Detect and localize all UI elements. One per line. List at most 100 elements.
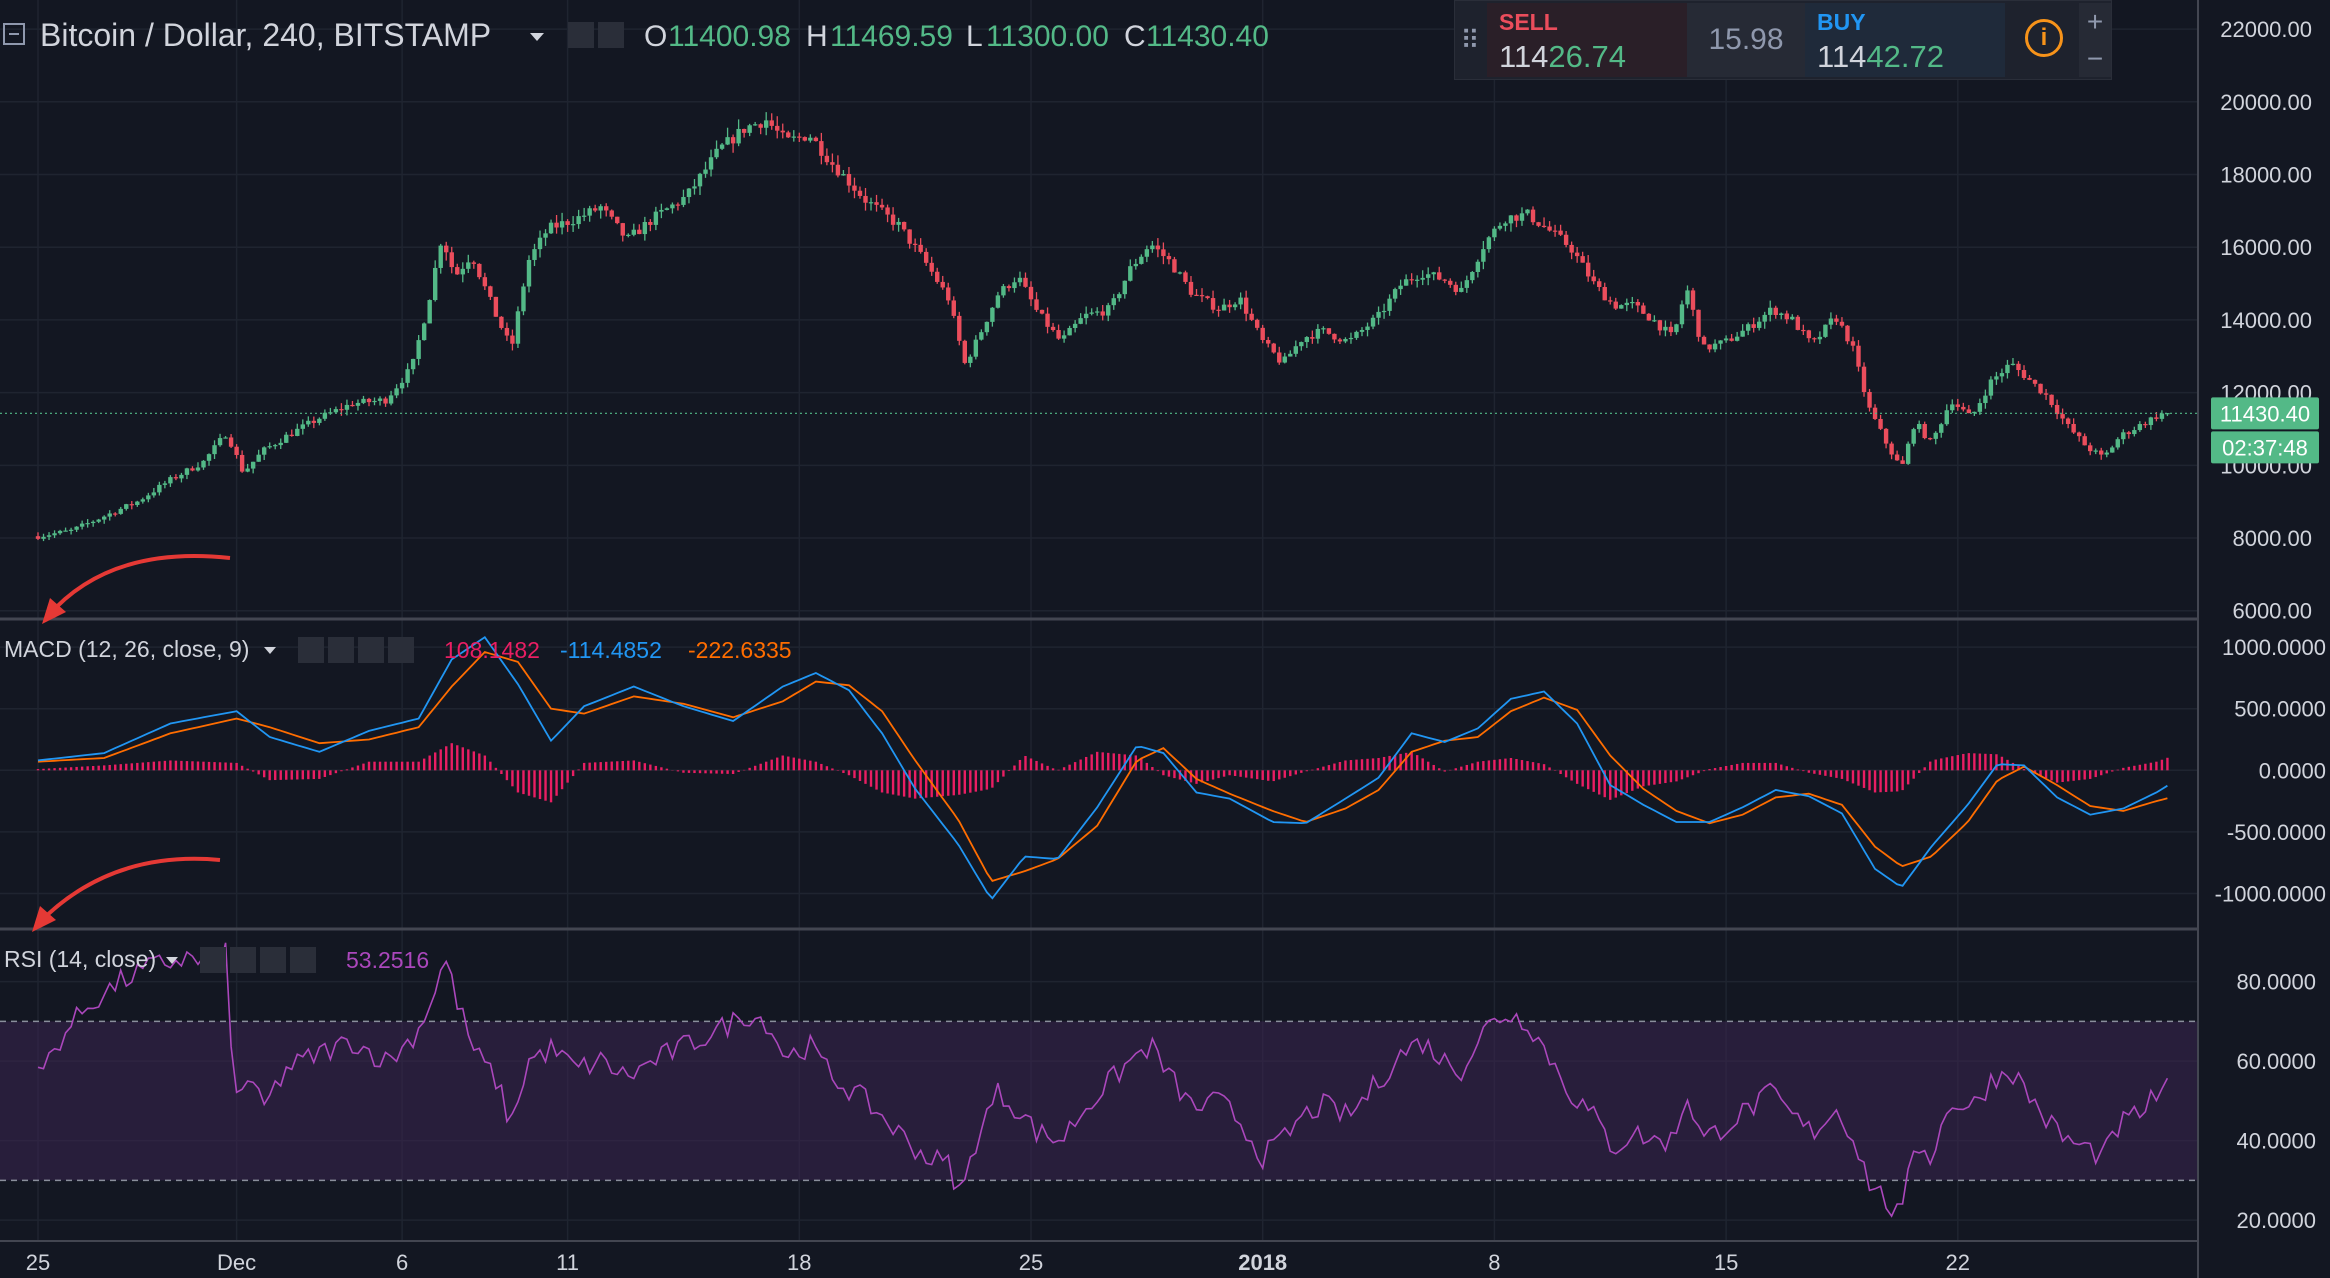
candle-body [2038,383,2043,394]
candle-body [1828,318,1834,325]
candle-body [399,382,405,389]
candle-body [1994,376,1999,380]
candle-body [835,164,841,176]
candle-body [1321,328,1326,330]
rsi-line [37,942,2169,1218]
candle-body [1883,428,1889,444]
candle-body [2104,452,2109,455]
buy-button[interactable]: BUY 11442.72 [1805,3,2005,77]
candle-body [1690,290,1696,310]
candle-body [482,277,488,287]
buy-label: BUY [1817,9,1866,35]
candle-body [515,311,521,344]
candle-body [173,477,179,479]
candle-body [228,437,234,447]
candle-body [1420,277,1425,280]
candle-body [146,495,151,500]
info-button[interactable]: i [2015,3,2077,77]
candle-body [1039,309,1045,314]
macd-eye-icon[interactable] [298,637,324,663]
candle-body [366,398,372,403]
macd-gear-icon[interactable] [328,637,354,663]
low-label: L [966,20,983,53]
rsi-caret-down-icon[interactable] [166,957,178,964]
candle-body [416,340,421,359]
zoom-controls: + − [2079,3,2111,77]
candle-body [63,530,68,532]
rsi-close-icon[interactable] [290,947,316,973]
candle-body [1547,226,1552,231]
candle-body [653,211,659,225]
candle-body [79,523,85,527]
macd-close-icon[interactable] [388,637,414,663]
gear-icon[interactable] [598,22,624,48]
macd-plus-icon[interactable] [358,637,384,663]
candle-body [1613,301,1618,309]
symbol-title: Bitcoin / Dollar, 240, BITSTAMP [40,17,491,53]
x-axis[interactable]: 25 Dec 6 11 18 25 2018 8 15 22 [26,1250,1970,1275]
candle-body [648,222,653,225]
candle-body [2010,363,2016,365]
candle-body [1299,342,1304,347]
candle-body [1602,287,1607,301]
candle-body [1343,338,1348,342]
price-tick-label: 8000.00 [2232,526,2312,551]
candle-body [284,434,289,443]
candle-body [1740,330,1745,337]
candle-body [741,128,747,133]
candle-body [444,245,449,253]
collapse-icon[interactable] [3,23,25,45]
zoom-out-button[interactable]: − [2086,43,2104,74]
zoom-in-button[interactable]: + [2086,6,2104,37]
candle-body [957,315,962,341]
rsi-eye-icon[interactable] [200,947,226,973]
y-axis[interactable]: 22000.00 20000.00 18000.00 16000.00 14000.00… [2197,0,2330,1278]
candle-body [433,267,438,301]
candle-body [1194,294,1199,297]
candle-body [1784,313,1789,320]
trade-widget: ⠿ SELL 11426.74 15.98 BUY 11442.72 i + − [1454,0,2112,80]
macd-title: MACD (12, 26, close, 9) [4,636,249,662]
candle-body [1095,311,1100,313]
sell-button[interactable]: SELL 11426.74 [1487,3,1687,77]
rsi-gear-icon[interactable] [230,947,256,973]
rsi-value: 53.2516 [346,947,429,973]
candle-body [1177,272,1183,274]
candle-body [719,144,725,149]
candle-body [57,530,63,534]
candle-body [1530,209,1536,223]
buy-price: 11442.72 [1817,39,1944,75]
candle-body [2137,424,2143,431]
candle-body [190,468,195,471]
caret-down-icon[interactable] [530,33,544,41]
candle-body [1817,336,1823,340]
candle-body [2021,370,2027,378]
candle-body [896,221,901,225]
candle-body [394,388,399,396]
candle-body [786,132,791,138]
rsi-plus-icon[interactable] [260,947,286,973]
candle-body [863,195,868,203]
candle-body [1106,305,1111,316]
candle-body [1437,272,1442,280]
candle-body [670,204,675,209]
candle-body [1376,311,1381,318]
macd-caret-down-icon[interactable] [264,647,276,654]
candle-body [1398,285,1403,290]
candle-body [2099,450,2104,455]
candle-body [1762,314,1767,322]
candle-body [1536,222,1541,226]
annotation-arrow-rsi-shaft [36,856,221,926]
macd-value-macd: -114.4852 [560,637,662,663]
candle-body [1597,281,1602,288]
candle-body [587,208,592,216]
macd-histogram [36,743,2169,803]
pane-separators[interactable] [0,617,2197,1242]
eye-icon[interactable] [568,22,594,48]
candle-body [1083,313,1089,319]
candle-body [1359,329,1365,332]
candle-body [90,521,96,524]
drag-handle-icon[interactable]: ⠿ [1460,25,1480,55]
annotation-arrow-macd-shaft [46,554,231,618]
